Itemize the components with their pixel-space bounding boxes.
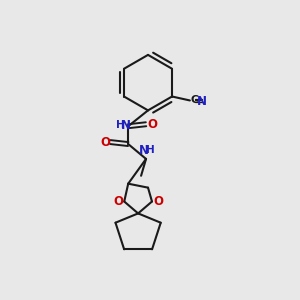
Text: O: O [113, 195, 123, 208]
Text: O: O [100, 136, 110, 148]
Text: O: O [153, 195, 163, 208]
Text: C: C [191, 95, 199, 106]
Text: N: N [121, 119, 131, 132]
Text: H: H [116, 120, 125, 130]
Text: O: O [147, 118, 157, 131]
Text: H: H [146, 146, 154, 155]
Text: N: N [139, 144, 149, 157]
Text: N: N [197, 95, 207, 108]
